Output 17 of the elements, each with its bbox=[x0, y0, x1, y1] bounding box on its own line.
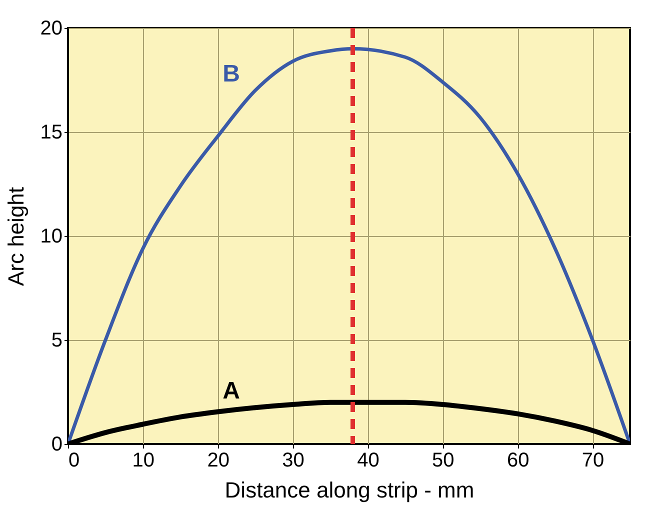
x-tick-label: 60 bbox=[506, 450, 530, 472]
y-tick-label: 15 bbox=[40, 122, 62, 144]
x-tick-label: 30 bbox=[282, 450, 304, 472]
y-tick-label: 5 bbox=[51, 330, 62, 352]
x-tick-label: 40 bbox=[357, 450, 380, 472]
y-tick-label: 0 bbox=[51, 434, 62, 456]
y-tick-label: 10 bbox=[40, 226, 62, 248]
y-axis-title: Arc height bbox=[3, 186, 28, 286]
x-tick-label: 50 bbox=[432, 450, 454, 472]
x-axis-title: Distance along strip - mm bbox=[224, 478, 474, 502]
x-tick-label: 20 bbox=[207, 450, 230, 472]
x-tick-label: 0 bbox=[68, 450, 80, 472]
series-label: B bbox=[222, 60, 240, 88]
series-label: A bbox=[222, 378, 240, 405]
x-tick-label: 10 bbox=[132, 450, 155, 472]
y-tick-label: 20 bbox=[40, 18, 62, 40]
x-tick-label: 70 bbox=[582, 450, 604, 472]
